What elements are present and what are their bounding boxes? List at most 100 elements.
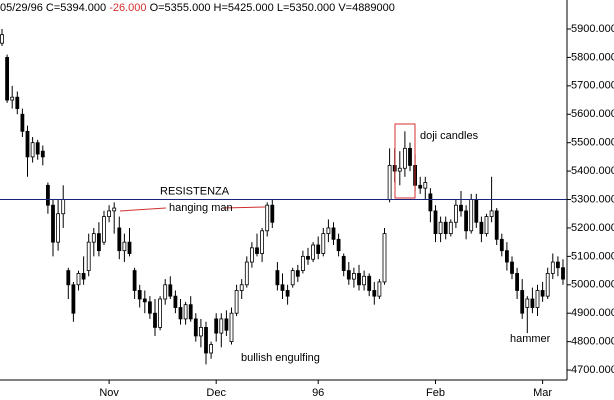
y-tick-label: 5900.000 (571, 23, 614, 35)
candle-body (494, 210, 499, 240)
candle-body (499, 238, 504, 252)
candle-body (459, 204, 463, 212)
candle-body (153, 312, 157, 328)
candle-body (56, 213, 60, 243)
candle-body (346, 270, 351, 280)
candle-body (81, 273, 86, 280)
candle-body (102, 216, 106, 243)
annotation-pointer (119, 207, 167, 212)
candle-body (484, 216, 489, 235)
candle-body (561, 267, 565, 280)
candle-body (51, 204, 55, 243)
candle-body (453, 204, 458, 223)
candle-body (545, 273, 550, 297)
candle-body (97, 233, 101, 252)
candle-body (40, 150, 45, 158)
candle-body (275, 270, 280, 286)
candle-body (331, 227, 336, 240)
candle-body (540, 290, 545, 297)
candle-body (423, 182, 428, 189)
candle-body (357, 273, 361, 286)
annotation: hanging man (169, 202, 233, 214)
candle-body (408, 147, 412, 166)
candle-body (469, 199, 474, 232)
candle-body (249, 247, 254, 263)
candle-body (168, 284, 173, 297)
x-tick-label: Nov (99, 387, 119, 399)
candle-body (204, 327, 208, 354)
y-tick-label: 5000.000 (571, 279, 614, 291)
candle-body (535, 290, 540, 308)
candle-body (255, 247, 259, 254)
candle-body (158, 298, 163, 328)
candle-body (163, 284, 168, 300)
annotation-box (394, 123, 416, 199)
candle-body (367, 275, 372, 291)
candle-body (372, 290, 377, 297)
header-low: L=5350.000 (277, 2, 335, 14)
candle-body (556, 261, 560, 269)
candle-body (86, 241, 91, 271)
candle-body (306, 255, 310, 260)
candle-body (270, 204, 275, 223)
candle-body (76, 273, 81, 286)
candle-body (183, 304, 188, 320)
candle-body (173, 295, 178, 308)
header-change: -26.000 (109, 2, 146, 14)
y-tick-label: 5600.000 (571, 108, 614, 120)
candle-body (326, 227, 331, 235)
candle-body (239, 284, 244, 291)
candle-body (229, 312, 234, 343)
candle-body (351, 273, 356, 280)
candle-body (443, 221, 448, 235)
header: 05/29/96 C=5394.000 -26.000 O=5355.000 H… (0, 2, 395, 14)
candle-body (448, 221, 453, 235)
y-tick-label: 4800.000 (571, 336, 614, 348)
y-tick-label: 5700.000 (571, 80, 614, 92)
y-tick-label: 5400.000 (571, 165, 614, 177)
candle-body (397, 167, 402, 172)
annotation: doji candles (420, 130, 479, 142)
candle-body (127, 241, 132, 254)
candle-body (362, 275, 367, 286)
header-open: O=5355.000 (150, 2, 211, 14)
candle-body (46, 184, 50, 206)
candle-body (219, 318, 224, 334)
candle-body (530, 298, 535, 308)
candle-body (178, 307, 183, 320)
candle-body (387, 165, 392, 200)
candle-body (438, 221, 443, 235)
x-tick-label: Dec (206, 387, 226, 399)
candle-body (336, 238, 341, 252)
y-tick-label: 4700.000 (571, 364, 614, 376)
candle-body (550, 261, 555, 274)
candle-body (0, 34, 4, 44)
candle-body (280, 284, 285, 291)
candle-body (142, 298, 147, 303)
candle-body (510, 261, 514, 274)
x-tick-label: Mar (533, 387, 552, 399)
candle-body (193, 318, 198, 337)
candle-body (265, 204, 270, 232)
candle-body (137, 290, 142, 300)
y-tick-label: 4900.000 (571, 307, 614, 319)
annotation: hammer (510, 333, 551, 345)
candle-body (20, 113, 25, 132)
candle-body (316, 244, 321, 254)
candle-body (132, 270, 137, 291)
header-date: 05/29/96 (0, 2, 43, 14)
candle-body (515, 273, 519, 291)
candle-body (15, 96, 20, 109)
candle-body (504, 250, 509, 263)
x-tick-label: Feb (426, 387, 445, 399)
candle-body (30, 142, 35, 158)
candle-body (107, 210, 111, 217)
candle-body (377, 281, 382, 297)
resistance-label: RESISTENZA (160, 185, 230, 197)
candle-body (188, 304, 193, 320)
candle-body (285, 290, 290, 297)
candle-body (525, 298, 530, 308)
y-tick-label: 5200.000 (571, 222, 614, 234)
candle-body (382, 233, 387, 283)
